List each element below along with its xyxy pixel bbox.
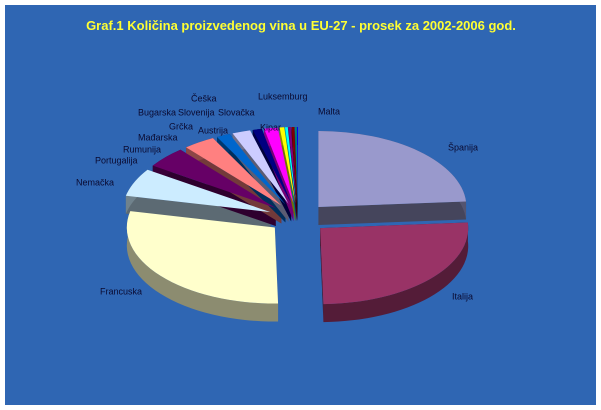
slice-cut xyxy=(318,201,467,226)
slice xyxy=(279,127,296,204)
slice-label: Luksemburg xyxy=(258,91,308,101)
slice-side xyxy=(126,211,279,322)
slice xyxy=(216,134,286,205)
slice xyxy=(126,211,279,304)
slice xyxy=(232,130,289,204)
slice-label: Nemačka xyxy=(76,177,114,187)
slice xyxy=(320,222,469,305)
slice-label: Kipar xyxy=(260,122,281,132)
slice xyxy=(318,131,467,208)
slice-label: Mađarska xyxy=(138,132,178,142)
chart-title: Graf.1 Količina proizvedenog vina u EU-2… xyxy=(86,18,516,33)
slice xyxy=(291,127,298,204)
slice-label: Slovenija xyxy=(178,107,215,117)
slice xyxy=(296,127,298,204)
slice-label: Rumunija xyxy=(123,144,161,154)
slice-label: Italija xyxy=(452,291,473,301)
slice xyxy=(294,127,298,204)
slice xyxy=(264,127,294,204)
slice-label: Češka xyxy=(191,93,217,103)
top-faces xyxy=(125,127,469,305)
slice-cut xyxy=(320,228,324,323)
slice-label: Grčka xyxy=(169,121,193,131)
labels: Španija Italija Francuska Nemačka Portugalij… xyxy=(76,91,478,301)
slice-cut xyxy=(125,195,271,231)
slice xyxy=(125,169,271,213)
pie: Španija Italija Francuska Nemačka Portugalij… xyxy=(76,91,478,323)
slice xyxy=(284,127,297,204)
slice-label: Malta xyxy=(318,106,340,116)
slice-cut xyxy=(296,127,298,222)
slice-label: Francuska xyxy=(100,286,142,296)
slice-label: Španija xyxy=(448,142,478,152)
plot-background xyxy=(5,5,596,405)
slice xyxy=(252,128,292,204)
slice-side xyxy=(323,222,469,323)
slice-label: Austrija xyxy=(198,125,228,135)
slice-label: Bugarska xyxy=(138,107,176,117)
slice xyxy=(152,149,276,208)
slice xyxy=(288,127,297,204)
slice-label: Slovačka xyxy=(218,107,255,117)
slice-label: Portugalija xyxy=(95,155,138,165)
slice xyxy=(186,138,282,206)
